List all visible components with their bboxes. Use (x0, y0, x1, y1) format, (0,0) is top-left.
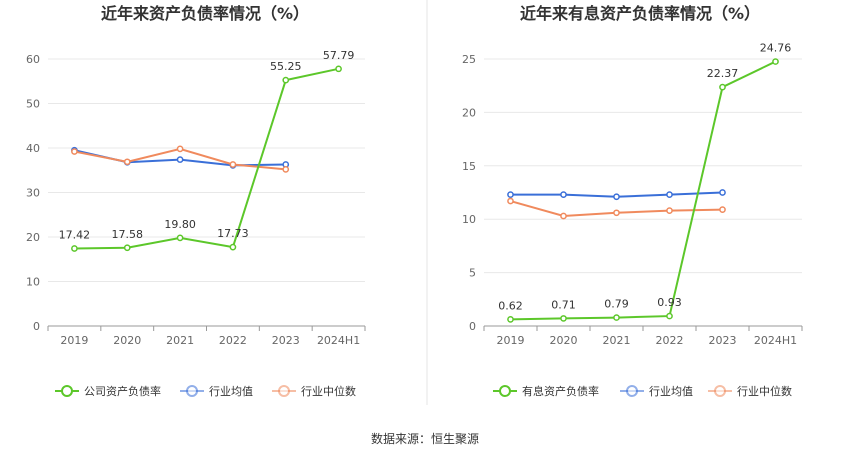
data-point (335, 65, 342, 73)
x-tick-label: 2023 (272, 334, 300, 347)
data-point (176, 145, 184, 153)
y-tick-label: 20 (462, 106, 476, 119)
data-point (666, 207, 673, 215)
y-tick-label: 25 (462, 53, 476, 66)
y-tick-label: 60 (26, 53, 40, 66)
data-point (71, 245, 78, 252)
data-label: 17.42 (59, 228, 91, 241)
x-tick-label: 2024H1 (317, 334, 360, 347)
x-tick-label: 2021 (166, 334, 194, 347)
data-label: 0.79 (604, 298, 629, 311)
y-tick-label: 20 (26, 231, 40, 244)
data-point (560, 212, 567, 220)
data-label: 17.58 (112, 228, 144, 241)
data-label: 19.80 (164, 218, 196, 231)
data-point (613, 314, 620, 321)
data-point (507, 197, 514, 205)
y-tick-label: 10 (26, 276, 40, 289)
data-point (176, 156, 184, 163)
data-point (507, 316, 514, 323)
y-tick-label: 0 (469, 320, 476, 333)
legend-label: 行业均值 (649, 385, 693, 398)
data-label: 0.93 (657, 296, 682, 309)
legend-marker (186, 385, 198, 397)
x-tick-label: 2023 (709, 334, 737, 347)
legend-label: 有息资产负债率 (522, 384, 599, 398)
data-point (71, 148, 78, 155)
data-point (719, 83, 726, 91)
legend-marker (499, 385, 511, 397)
data-label: 0.62 (498, 299, 523, 312)
data-label: 17.73 (217, 227, 249, 240)
data-label: 57.79 (323, 49, 355, 62)
legend-item-3[interactable]: 行业中位数 (272, 384, 356, 398)
legend-label: 行业中位数 (301, 384, 356, 398)
data-point (613, 209, 620, 217)
data-label: 24.76 (760, 42, 792, 55)
data-point (560, 191, 567, 198)
y-tick-label: 15 (462, 160, 476, 173)
chart-title: 近年来资产负债率情况（%） (101, 4, 309, 23)
legend-marker (714, 385, 726, 397)
x-tick-label: 2021 (603, 334, 631, 347)
y-tick-label: 50 (26, 98, 40, 111)
legend-item-2[interactable]: 行业均值 (180, 385, 253, 398)
data-point (282, 166, 290, 173)
data-point (123, 158, 131, 166)
data-label: 0.71 (551, 298, 576, 311)
chart-panel-1: 近年来资产负债率情况（%） 0 10 20 30 40 50 60 2019 2020 2021 20… (26, 4, 366, 398)
series-line-1 (74, 67, 339, 250)
data-point (282, 76, 290, 84)
data-point (772, 58, 779, 65)
legend-marker (626, 385, 638, 397)
data-source: 数据来源：恒生聚源 (371, 431, 479, 446)
chart-title: 近年来有息资产负债率情况（%） (520, 4, 760, 23)
legend-marker (61, 385, 73, 397)
x-tick-label: 2022 (656, 334, 684, 347)
x-tick-label: 2022 (219, 334, 247, 347)
y-tick-label: 0 (33, 320, 40, 333)
data-point (229, 243, 237, 251)
series-line-1 (510, 60, 776, 321)
y-tick-label: 10 (462, 213, 476, 226)
legend-item-1[interactable]: 有息资产负债率 (493, 384, 599, 398)
legend-label: 行业均值 (209, 385, 253, 398)
legend-item-1[interactable]: 公司资产负债率 (55, 384, 161, 398)
legend-label: 公司资产负债率 (84, 384, 161, 398)
data-point (123, 244, 131, 252)
x-tick-label: 2020 (550, 334, 578, 347)
legend-marker (278, 385, 290, 397)
legend-item-2[interactable]: 行业均值 (620, 385, 693, 398)
data-point (507, 191, 514, 198)
x-tick-label: 2019 (60, 334, 88, 347)
x-tick-label: 2019 (497, 334, 525, 347)
data-point (613, 193, 620, 201)
y-tick-label: 40 (26, 142, 40, 155)
x-tick-label: 2024H1 (754, 334, 797, 347)
x-tick-label: 2020 (113, 334, 141, 347)
data-label: 22.37 (707, 67, 739, 80)
data-point (719, 189, 726, 196)
y-tick-label: 30 (26, 187, 40, 200)
y-tick-label: 5 (469, 267, 476, 280)
data-point (666, 191, 673, 198)
data-point (666, 312, 673, 320)
data-point (229, 161, 237, 168)
legend-label: 行业中位数 (737, 384, 792, 398)
data-point (560, 315, 567, 322)
data-label: 55.25 (270, 60, 302, 73)
data-point (176, 234, 184, 242)
chart-panel-2: 近年来有息资产负债率情况（%） 0 5 10 15 20 25 2019 2020 2021 202… (462, 4, 803, 398)
data-point (719, 206, 726, 213)
legend-item-3[interactable]: 行业中位数 (708, 384, 792, 398)
